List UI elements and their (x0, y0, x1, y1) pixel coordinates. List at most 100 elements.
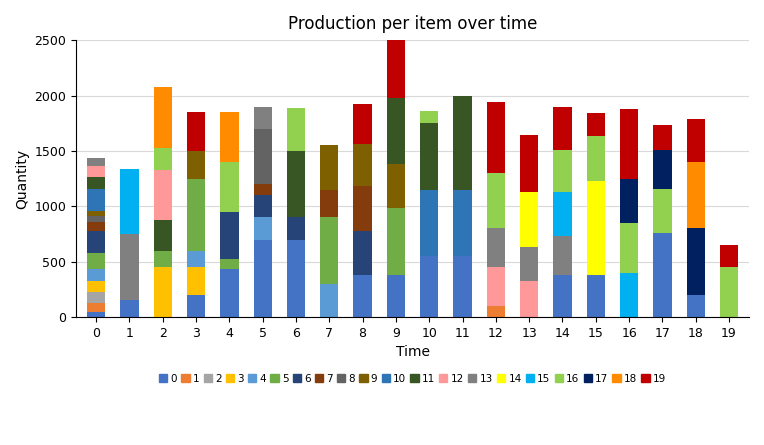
Bar (254, 239, 272, 317)
Bar (154, 219, 172, 251)
Bar (553, 107, 571, 150)
Bar (420, 123, 439, 190)
Bar (154, 148, 172, 170)
Bar (354, 186, 372, 231)
Title: Production per item over time: Production per item over time (288, 15, 537, 33)
Bar (320, 284, 338, 317)
Bar (387, 164, 405, 209)
Bar (620, 178, 638, 223)
Bar (520, 192, 539, 247)
Bar (387, 209, 405, 275)
Bar (87, 231, 105, 253)
Bar (354, 275, 372, 317)
Bar (653, 125, 672, 150)
Bar (87, 166, 105, 178)
Bar (487, 173, 505, 228)
Bar (487, 267, 505, 306)
Bar (487, 228, 505, 267)
Bar (553, 275, 571, 317)
Bar (220, 212, 238, 259)
Bar (320, 146, 338, 190)
Bar (420, 190, 439, 256)
Bar (420, 111, 439, 123)
Bar (620, 273, 638, 317)
Bar (720, 245, 738, 267)
Bar (620, 223, 638, 273)
Bar (87, 216, 105, 222)
Bar (120, 300, 138, 317)
Bar (286, 151, 305, 217)
Bar (187, 151, 206, 178)
Bar (154, 267, 172, 317)
Bar (87, 291, 105, 303)
Bar (254, 184, 272, 195)
Bar (254, 107, 272, 129)
Y-axis label: Quantity: Quantity (15, 149, 29, 209)
Bar (87, 303, 105, 312)
Bar (354, 231, 372, 275)
Bar (587, 137, 605, 181)
Bar (653, 189, 672, 233)
Bar (87, 222, 105, 231)
Bar (553, 150, 571, 192)
Bar (187, 178, 206, 251)
Bar (487, 306, 505, 317)
Bar (387, 39, 405, 98)
Bar (286, 108, 305, 151)
Bar (387, 98, 405, 164)
X-axis label: Time: Time (396, 345, 429, 359)
Bar (87, 178, 105, 189)
Bar (453, 190, 471, 256)
Bar (687, 295, 705, 317)
Bar (254, 195, 272, 217)
Bar (87, 253, 105, 269)
Bar (154, 251, 172, 267)
Bar (553, 192, 571, 236)
Legend: 0, 1, 2, 3, 4, 5, 6, 7, 8, 9, 10, 11, 12, 13, 14, 15, 16, 17, 18, 19: 0, 1, 2, 3, 4, 5, 6, 7, 8, 9, 10, 11, 12… (155, 369, 670, 388)
Bar (354, 105, 372, 144)
Bar (254, 217, 272, 239)
Bar (320, 190, 338, 217)
Bar (154, 87, 172, 148)
Bar (187, 267, 206, 295)
Bar (553, 236, 571, 275)
Bar (220, 112, 238, 162)
Bar (87, 211, 105, 216)
Bar (220, 162, 238, 212)
Bar (420, 256, 439, 317)
Bar (87, 312, 105, 317)
Bar (687, 119, 705, 162)
Bar (320, 217, 338, 284)
Bar (487, 102, 505, 173)
Bar (220, 259, 238, 269)
Bar (520, 247, 539, 280)
Bar (254, 129, 272, 184)
Bar (87, 269, 105, 280)
Bar (520, 135, 539, 192)
Bar (453, 256, 471, 317)
Bar (653, 150, 672, 189)
Bar (120, 234, 138, 300)
Bar (286, 217, 305, 239)
Bar (187, 295, 206, 317)
Bar (620, 109, 638, 178)
Bar (120, 169, 138, 234)
Bar (187, 251, 206, 267)
Bar (387, 275, 405, 317)
Bar (220, 269, 238, 317)
Bar (354, 144, 372, 186)
Bar (687, 162, 705, 228)
Bar (720, 267, 738, 317)
Bar (87, 280, 105, 291)
Bar (587, 275, 605, 317)
Bar (587, 181, 605, 275)
Bar (154, 170, 172, 219)
Bar (286, 239, 305, 317)
Bar (87, 189, 105, 211)
Bar (187, 112, 206, 151)
Bar (653, 233, 672, 317)
Bar (687, 228, 705, 295)
Bar (87, 158, 105, 166)
Bar (587, 113, 605, 137)
Bar (520, 280, 539, 317)
